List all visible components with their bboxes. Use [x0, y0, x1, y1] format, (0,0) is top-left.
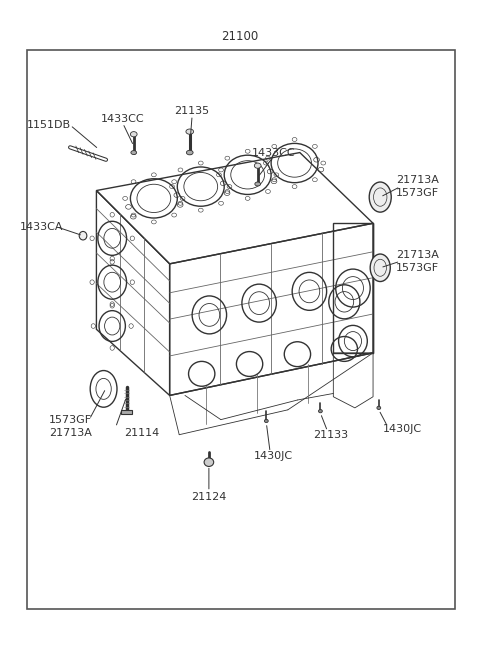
Circle shape	[369, 182, 391, 212]
Ellipse shape	[377, 406, 381, 409]
Ellipse shape	[131, 132, 137, 137]
Ellipse shape	[186, 129, 193, 134]
Polygon shape	[121, 410, 132, 415]
Text: 21713A: 21713A	[48, 428, 92, 438]
Ellipse shape	[131, 151, 137, 155]
Text: 1433CA: 1433CA	[20, 222, 63, 232]
Text: 1433CC: 1433CC	[101, 113, 144, 123]
Text: 21133: 21133	[313, 430, 348, 440]
Text: 1430JC: 1430JC	[254, 451, 293, 461]
Text: 21100: 21100	[221, 30, 259, 43]
Ellipse shape	[204, 458, 214, 466]
Text: 1433CC: 1433CC	[252, 148, 295, 157]
Text: 21124: 21124	[191, 492, 227, 502]
Circle shape	[370, 254, 390, 281]
Text: 1573GF: 1573GF	[48, 415, 92, 424]
Text: 1151DB: 1151DB	[26, 120, 71, 130]
Ellipse shape	[186, 150, 193, 155]
Text: 1573GF: 1573GF	[396, 188, 439, 198]
Ellipse shape	[319, 409, 323, 413]
Ellipse shape	[79, 232, 87, 240]
Text: 21114: 21114	[124, 428, 159, 438]
Ellipse shape	[254, 163, 261, 169]
Text: 21713A: 21713A	[396, 175, 439, 185]
Text: 21713A: 21713A	[396, 250, 439, 260]
Text: 1573GF: 1573GF	[396, 263, 439, 273]
Ellipse shape	[255, 182, 261, 186]
Text: 21135: 21135	[175, 106, 210, 115]
Ellipse shape	[264, 419, 268, 422]
Text: 1430JC: 1430JC	[383, 424, 422, 434]
Bar	[27, 50, 456, 609]
